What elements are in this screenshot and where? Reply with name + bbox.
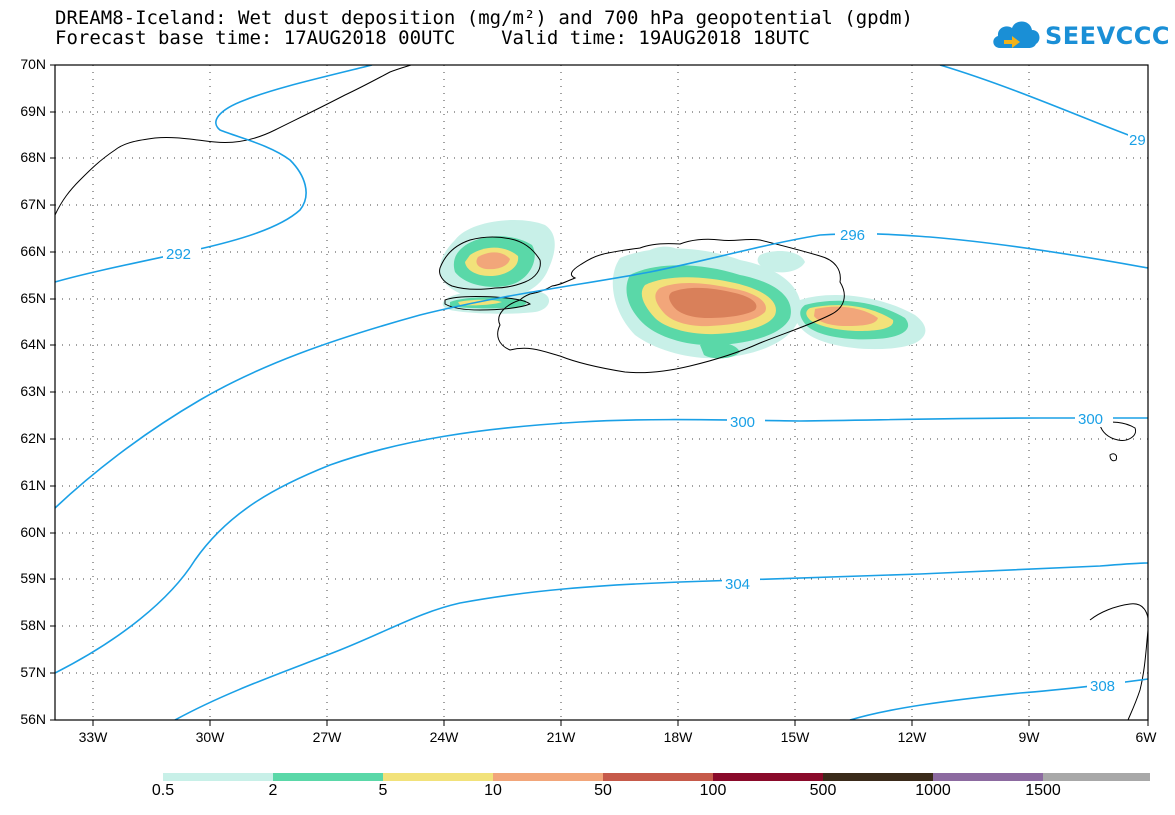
contour-label: 304 <box>725 576 750 593</box>
contour-label: 296 <box>840 227 865 244</box>
contour-label: 300 <box>1078 411 1103 428</box>
lat-label: 61N <box>20 477 46 493</box>
snaefellsnes-coastline <box>444 295 531 311</box>
lat-label: 66N <box>20 243 46 259</box>
colorbar-swatch <box>273 773 383 781</box>
lon-label: 18W <box>663 729 693 745</box>
colorbar <box>163 773 1150 781</box>
chart-title: DREAM8-Iceland: Wet dust deposition (mg/… <box>55 7 913 29</box>
contour-label: 292 <box>166 246 191 263</box>
lat-label: 60N <box>20 524 46 540</box>
logo-text: SEEVCCC <box>1045 22 1170 50</box>
scotland-coastline <box>1089 603 1148 720</box>
lat-lon-grid <box>55 65 1148 720</box>
lat-label: 57N <box>20 664 46 680</box>
contour-292-b <box>939 65 1148 143</box>
lat-label: 65N <box>20 290 46 306</box>
faroe-coastline <box>1099 421 1137 441</box>
lat-label: 67N <box>20 196 46 212</box>
lat-label: 56N <box>20 711 46 727</box>
colorbar-label: 5 <box>378 782 388 799</box>
lon-label: 15W <box>780 729 810 745</box>
lat-label: 62N <box>20 430 46 446</box>
colorbar-label: 100 <box>699 782 727 799</box>
colorbar-swatch <box>823 773 933 781</box>
lat-label: 64N <box>20 336 46 352</box>
lon-label: 12W <box>897 729 927 745</box>
contour-292-a <box>55 65 373 283</box>
seevccc-logo: SEEVCCC <box>990 14 1170 56</box>
lon-label: 9W <box>1018 729 1040 745</box>
westfjords-coastline <box>439 236 541 290</box>
lon-label: 30W <box>195 729 225 745</box>
colorbar-label: 0.5 <box>151 782 175 799</box>
colorbar-label: 1500 <box>1025 782 1061 799</box>
lon-label: 24W <box>429 729 459 745</box>
lat-label: 69N <box>20 103 46 119</box>
contour-label: 29 <box>1129 132 1146 149</box>
contour-labels: 292 296 300 300 304 308 29 <box>163 130 1148 695</box>
colorbar-swatch <box>383 773 493 781</box>
iceland-coastline <box>497 238 845 374</box>
colorbar-swatch <box>163 773 273 781</box>
colorbar-label: 10 <box>484 782 502 799</box>
colorbar-swatch <box>603 773 713 781</box>
contour-label: 300 <box>730 414 755 431</box>
colorbar-swatch <box>493 773 603 781</box>
lat-label: 59N <box>20 570 46 586</box>
contour-304 <box>174 562 1148 720</box>
colorbar-label: 2 <box>268 782 278 799</box>
colorbar-label: 500 <box>809 782 837 799</box>
lon-label: 21W <box>546 729 576 745</box>
lon-label: 33W <box>78 729 108 745</box>
greenland-coastline <box>55 65 413 216</box>
lat-label: 70N <box>20 56 46 72</box>
coastlines <box>55 65 1148 720</box>
colorbar-swatch <box>713 773 823 781</box>
colorbar-label: 50 <box>594 782 612 799</box>
chart-subtitle: Forecast base time: 17AUG2018 00UTC Vali… <box>55 27 810 49</box>
dust-deposition-shading <box>439 220 926 359</box>
lat-label: 58N <box>20 617 46 633</box>
colorbar-swatch <box>933 773 1043 781</box>
lon-label: 6W <box>1135 729 1157 745</box>
contour-label: 308 <box>1090 678 1115 695</box>
colorbar-swatch <box>1043 773 1150 781</box>
colorbar-label: 1000 <box>915 782 951 799</box>
lat-label: 63N <box>20 383 46 399</box>
contour-300 <box>55 417 1148 674</box>
lon-label: 27W <box>312 729 342 745</box>
contour-296 <box>55 232 1148 509</box>
axis-ticks <box>50 64 1149 726</box>
lat-label: 68N <box>20 149 46 165</box>
cloud-icon <box>993 21 1040 48</box>
